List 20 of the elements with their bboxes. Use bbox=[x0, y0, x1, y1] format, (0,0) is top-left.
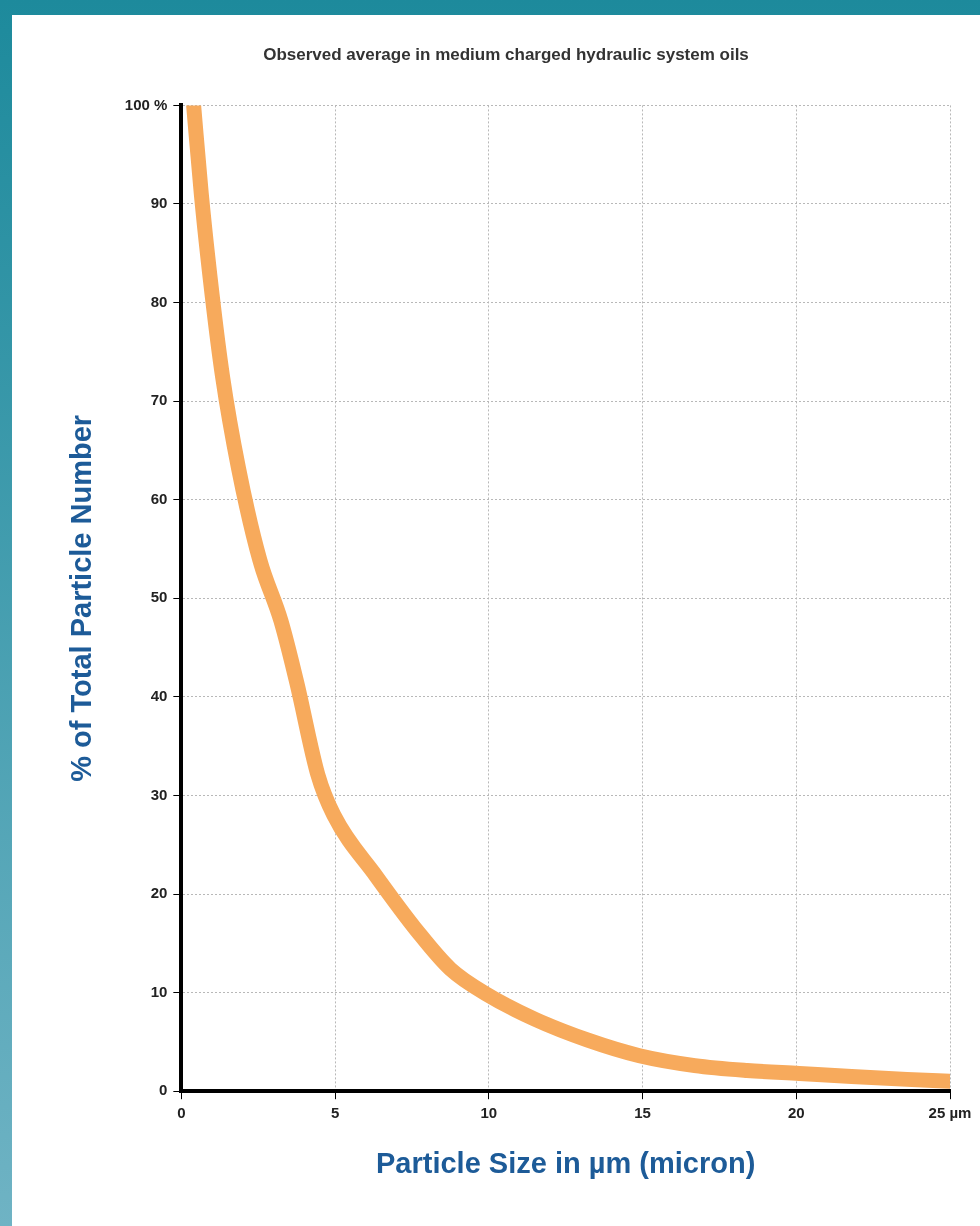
x-tick-label: 20 bbox=[787, 1104, 805, 1122]
y-tick-label: 60 bbox=[150, 489, 168, 507]
chart-title: Observed average in medium charged hydraulic system oils bbox=[263, 44, 749, 64]
y-tick-label: 40 bbox=[150, 687, 168, 705]
y-tick-label: 90 bbox=[150, 194, 168, 212]
y-tick-label: 10 bbox=[150, 982, 168, 1000]
y-tick-label: 70 bbox=[150, 391, 168, 409]
x-tick-label: 10 bbox=[480, 1104, 498, 1122]
x-tick-label: 5 bbox=[330, 1104, 340, 1122]
x-tick-label: 15 bbox=[634, 1104, 651, 1122]
y-tick-label: 50 bbox=[150, 588, 168, 606]
y-tick-label: 30 bbox=[150, 785, 168, 803]
y-tick-label: 0 bbox=[158, 1081, 168, 1099]
y-tick-label: 100 % bbox=[124, 95, 168, 113]
y-axis-title: % of Total Particle Number bbox=[65, 414, 98, 782]
x-tick-label: 0 bbox=[177, 1104, 186, 1122]
y-tick-label: 80 bbox=[150, 292, 168, 310]
x-tick-label: 25 µm bbox=[928, 1104, 972, 1122]
x-axis-title: Particle Size in µm (micron) bbox=[376, 1146, 756, 1179]
y-tick-label: 20 bbox=[150, 884, 168, 902]
